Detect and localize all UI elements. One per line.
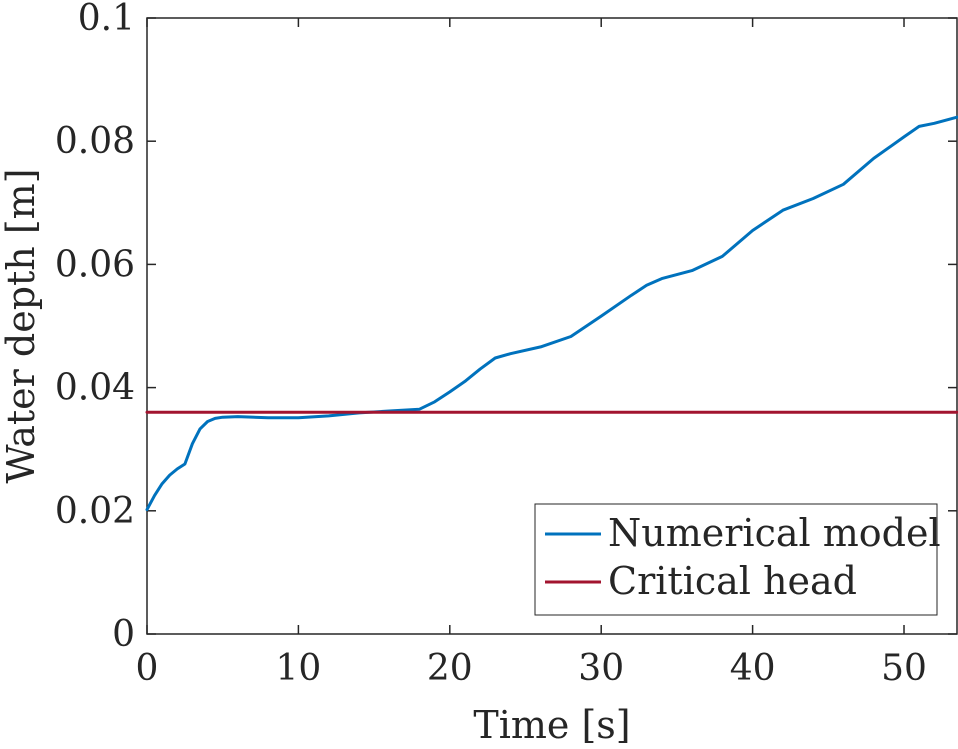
x-tick-label: 30 [578,648,624,689]
legend: Numerical model Critical head [534,503,941,616]
x-tick-label: 40 [730,648,776,689]
x-tick-label: 20 [427,648,473,689]
y-tick-label: 0.04 [55,368,135,409]
series-line-numerical-model [145,115,958,512]
x-axis-ticks: 0 10 20 30 40 50 [136,18,927,689]
y-tick-label: 0.06 [55,244,135,285]
legend-box [534,503,938,616]
y-tick-label: 0 [112,614,135,655]
x-tick-label: 0 [136,648,159,689]
series-layer [145,115,958,512]
y-axis-ticks: 0 0.02 0.04 0.06 0.08 0.1 [55,0,957,655]
x-tick-label: 10 [275,648,321,689]
x-axis-label: Time [s] [473,703,630,747]
legend-label-critical-head: Critical head [608,559,857,603]
y-tick-label: 0.1 [78,0,135,39]
y-axis-label: Water depth [m] [0,168,43,483]
legend-label-numerical-model: Numerical model [608,511,941,555]
y-tick-label: 0.02 [55,491,135,532]
y-tick-label: 0.08 [55,121,135,162]
x-tick-label: 50 [881,648,927,689]
